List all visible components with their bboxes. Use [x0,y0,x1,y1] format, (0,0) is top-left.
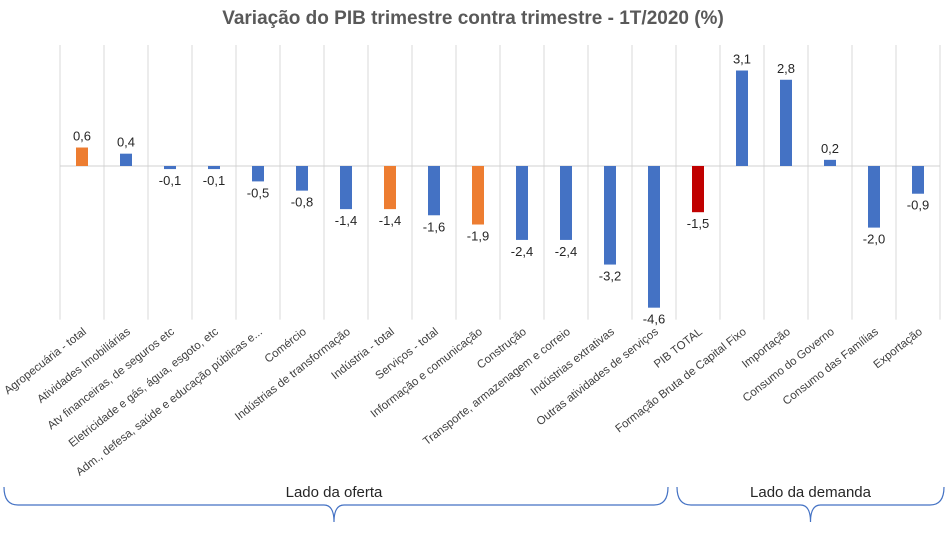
data-label: 0,6 [73,129,91,144]
bar [252,166,264,182]
category-label: Exportação [872,326,925,371]
data-label: -2,4 [555,244,577,259]
bar [208,166,220,170]
bar [516,166,528,240]
group-brace [3,486,669,523]
data-label: -0,1 [159,173,181,188]
data-label: -0,9 [907,198,929,213]
bar [428,166,440,216]
bar [824,159,836,166]
bar [472,166,484,225]
group-label: Lado da oferta [286,484,383,501]
bar [296,166,308,191]
data-label: -1,4 [335,213,357,228]
bar [648,166,660,308]
category-label: Agropecuária - total [2,326,88,397]
bar [384,166,396,210]
bar [76,147,88,166]
group-label: Lado da demanda [750,484,872,501]
data-label: -2,4 [511,244,533,259]
data-label: -1,6 [423,219,445,234]
bars [76,70,924,308]
group-braces: Lado da oferta Lado da demanda [3,484,945,523]
data-label: -0,1 [203,173,225,188]
data-label: -3,2 [599,269,621,284]
data-label: -0,5 [247,185,269,200]
bar [560,166,572,240]
data-label: -4,6 [643,312,665,327]
bar [868,166,880,228]
bar [912,166,924,194]
group-brace [676,486,945,523]
data-label: 0,4 [117,135,135,150]
data-label: -2,0 [863,232,885,247]
bar [692,166,704,213]
bar [164,166,176,170]
chart-title: Variação do PIB trimestre contra trimest… [222,8,724,29]
bar [780,79,792,166]
data-label: 0,2 [821,141,839,156]
data-label: -1,9 [467,229,489,244]
bar [736,70,748,166]
data-label: -1,5 [687,216,709,231]
bar [340,166,352,210]
bar [604,166,616,265]
bar [120,153,132,166]
data-labels: 0,6 0,4 -0,1 -0,1 -0,5 -0,8 -1,4 -1,4 -1,6 -1,9 -2… [73,52,929,327]
data-label: -0,8 [291,195,313,210]
data-label: 2,8 [777,61,795,76]
grid-lines [59,45,941,320]
data-label: 3,1 [733,52,751,67]
data-label: -1,4 [379,213,401,228]
category-label: Indústrias extrativas [529,326,617,399]
